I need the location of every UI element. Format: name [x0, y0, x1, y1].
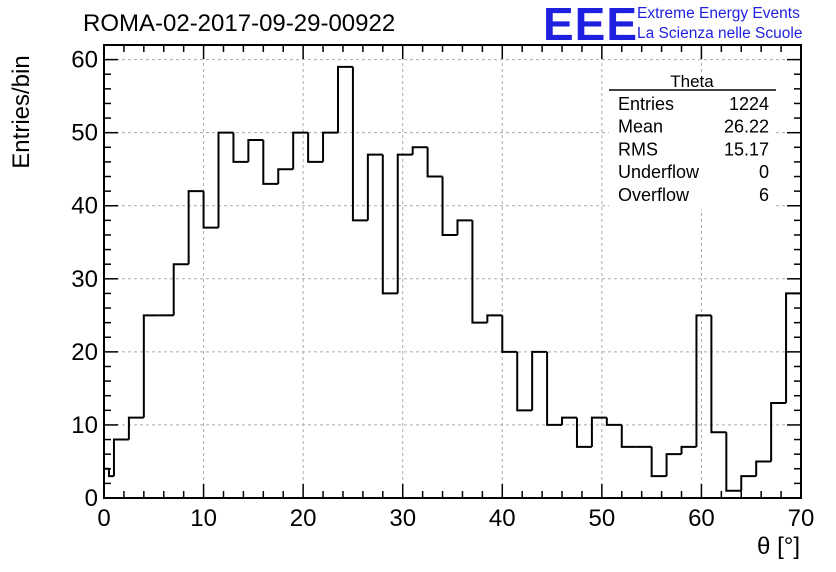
stats-row-label: RMS — [618, 139, 658, 159]
y-tick-label: 30 — [71, 266, 98, 293]
stats-row-value: 6 — [759, 185, 769, 205]
histogram-bin — [232, 132, 249, 163]
histogram-bin — [307, 132, 324, 163]
plot-frame — [103, 44, 802, 499]
histogram-bin — [785, 292, 801, 404]
histogram-bin — [187, 190, 204, 265]
x-tick-label: 30 — [389, 505, 416, 532]
histogram-bin — [292, 131, 309, 170]
histogram-bin — [381, 154, 398, 295]
histogram-bin — [665, 453, 682, 477]
stats-row-value: 0 — [759, 162, 769, 182]
stats-box-bg — [609, 73, 776, 209]
histogram-bin — [501, 315, 518, 353]
stats-row-label: Entries — [618, 94, 674, 114]
histogram-bin — [336, 65, 353, 133]
x-axis-label: θ [°] — [757, 533, 800, 560]
histogram-bin — [770, 402, 787, 462]
histogram-bin — [277, 168, 294, 184]
eee-logo-line1: Extreme Energy Events — [637, 5, 800, 22]
histogram-bin — [107, 468, 114, 478]
histogram-bin — [351, 66, 368, 222]
histogram-bin — [247, 138, 264, 162]
histogram-bin — [561, 416, 577, 425]
histogram-bin — [127, 416, 144, 440]
histogram-bin — [546, 351, 563, 426]
x-tick-label: 0 — [97, 505, 110, 532]
y-tick-label: 50 — [71, 120, 98, 147]
histogram-bin — [710, 315, 727, 434]
histogram-bin — [725, 432, 742, 492]
stats-row-label: Underflow — [618, 162, 700, 182]
eee-logo-caption: Extreme Energy Events La Scienza nelle S… — [637, 4, 802, 44]
histogram-bin — [695, 314, 712, 447]
histogram-bin — [441, 176, 458, 236]
histogram-bin — [471, 220, 488, 324]
histogram-bin — [680, 445, 697, 455]
x-tick-label: 60 — [688, 505, 715, 532]
histogram-bin — [605, 417, 622, 426]
histogram-bin — [650, 446, 667, 478]
y-tick-label: 60 — [71, 47, 98, 74]
stats-box: Theta Entries 1224 Mean 26.22 RMS 15.17 Underf… — [609, 72, 776, 209]
eee-logo: EEE — [543, 0, 639, 50]
histogram-bin — [366, 153, 383, 221]
histogram-bin — [456, 219, 473, 235]
x-tick-label: 20 — [290, 505, 317, 532]
grid-lines — [104, 45, 801, 498]
run-title: ROMA-02-2017-09-29-00922 — [83, 10, 396, 37]
eee-logo-line2: La Scienza nelle Scuole — [637, 25, 803, 42]
stats-row-label: Mean — [618, 117, 663, 137]
histogram-bin — [202, 191, 219, 229]
histogram-bin — [411, 146, 428, 155]
histogram-bin — [755, 460, 772, 477]
histogram-bin — [172, 263, 189, 316]
histogram-bin — [142, 314, 159, 418]
stats-row-value: 15.17 — [724, 139, 769, 159]
histogram-bin — [217, 131, 234, 228]
histogram-bin — [590, 416, 607, 447]
y-tick-label: 40 — [71, 193, 98, 220]
stats-row-label: Overflow — [618, 185, 690, 205]
stats-row-value: 26.22 — [724, 117, 769, 137]
histogram-bin — [620, 424, 637, 448]
histogram-bin — [322, 131, 338, 162]
x-tick-label: 70 — [788, 505, 815, 532]
stats-box-title: Theta — [670, 72, 714, 91]
histogram-bin — [575, 417, 592, 448]
histogram-bin — [531, 350, 548, 411]
histogram-bins — [103, 65, 802, 498]
y-tick-label: 0 — [85, 485, 98, 512]
x-tick-label: 50 — [589, 505, 616, 532]
histogram-bin — [262, 139, 279, 185]
histogram-bin — [426, 147, 443, 178]
stats-row-value: 1224 — [729, 94, 769, 114]
y-tick-label: 20 — [71, 339, 98, 366]
x-tick-label: 40 — [489, 505, 516, 532]
histogram-bin — [516, 351, 533, 412]
histogram-bin — [740, 475, 757, 491]
histogram-bin — [486, 314, 503, 323]
histogram-bin — [396, 153, 413, 294]
x-tick-label: 10 — [190, 505, 217, 532]
y-tick-label: 10 — [71, 412, 98, 439]
histogram-bin — [112, 438, 129, 477]
